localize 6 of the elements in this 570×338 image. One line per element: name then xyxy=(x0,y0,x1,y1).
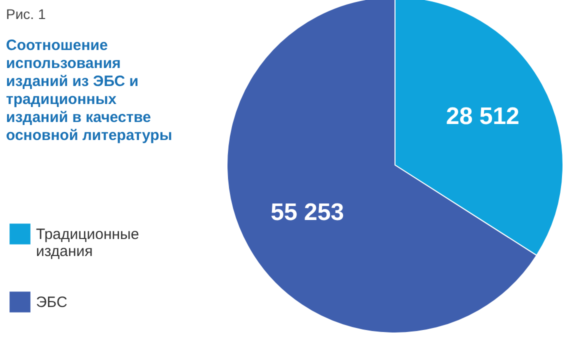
legend-label: ЭБС xyxy=(36,294,68,311)
text: Соотношение использования изданий из ЭБС и традиционных изданий в качестве основной литературы xyxy=(6,37,172,144)
legend-label: Традиционные издания xyxy=(36,226,140,260)
chart-title: Рис. 1 xyxy=(6,6,46,22)
data-label: 28 512 xyxy=(446,102,520,130)
data-label: 55 253 xyxy=(270,199,344,226)
